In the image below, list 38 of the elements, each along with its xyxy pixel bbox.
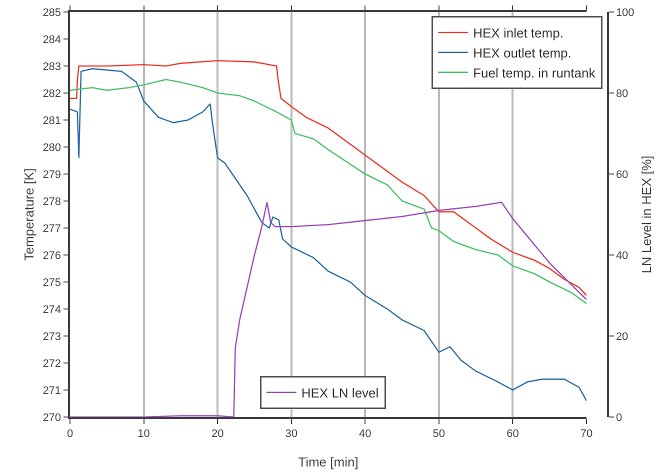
legend-label: HEX inlet temp. bbox=[473, 26, 564, 41]
x-tick-label: 0 bbox=[66, 428, 74, 440]
y-tick-label: 275 bbox=[42, 276, 62, 289]
y-tick-label: 274 bbox=[42, 304, 62, 316]
x-tick-label: 50 bbox=[432, 428, 446, 440]
y-axis-title: Temperature [K] bbox=[22, 168, 36, 261]
y-tick-label: 273 bbox=[42, 330, 62, 343]
y2-tick-label: 40 bbox=[616, 250, 628, 262]
y2-tick-label: 20 bbox=[616, 330, 628, 343]
y-tick-label: 272 bbox=[42, 358, 62, 370]
y2-tick-label: 0 bbox=[616, 412, 622, 424]
x-tick-label: 30 bbox=[285, 428, 298, 440]
y-tick-label: 270 bbox=[42, 412, 62, 424]
x-axis-title: Time [min] bbox=[298, 454, 358, 470]
y2-axis-title: LN Level in HEX [%] bbox=[639, 156, 654, 274]
x-tick-label: 10 bbox=[138, 428, 150, 440]
y-tick-label: 279 bbox=[42, 168, 62, 181]
line-series bbox=[70, 202, 586, 417]
y-tick-label: 281 bbox=[42, 114, 62, 127]
legend-label: HEX outlet temp. bbox=[473, 45, 572, 60]
y-tick-label: 284 bbox=[42, 34, 62, 46]
y2-tick-label: 80 bbox=[616, 88, 628, 100]
y-tick-label: 285 bbox=[42, 6, 62, 19]
y-tick-label: 280 bbox=[42, 142, 62, 154]
y2-tick-label: 100 bbox=[616, 6, 634, 19]
legend-label: HEX LN level bbox=[301, 385, 379, 400]
legend-label: Fuel temp. in runtank bbox=[473, 65, 596, 80]
y-tick-label: 277 bbox=[42, 222, 62, 235]
y-tick-label: 282 bbox=[42, 88, 62, 100]
x-tick-label: 70 bbox=[580, 428, 593, 440]
x-tick-label: 40 bbox=[359, 428, 372, 440]
y2-tick-label: 60 bbox=[616, 168, 628, 181]
y-tick-label: 276 bbox=[42, 250, 62, 262]
y-tick-label: 278 bbox=[42, 196, 62, 208]
y-tick-label: 271 bbox=[42, 384, 62, 397]
x-tick-label: 20 bbox=[211, 428, 224, 440]
x-tick-label: 60 bbox=[506, 428, 519, 440]
y-tick-label: 283 bbox=[42, 60, 62, 73]
